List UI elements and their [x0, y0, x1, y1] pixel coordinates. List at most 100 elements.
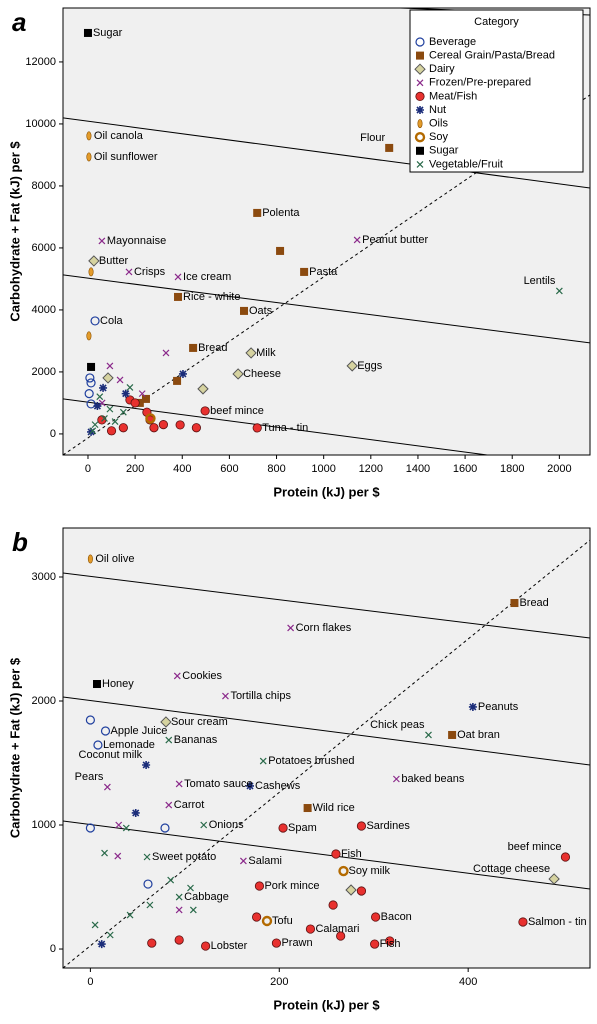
point-label: Fish	[341, 848, 362, 860]
point-label: Cabbage	[184, 891, 229, 903]
point-label: Apple Juice	[111, 725, 168, 737]
legend-marker	[416, 79, 424, 87]
point	[138, 390, 146, 398]
point-label: Bread	[198, 342, 227, 354]
point-label: Fish	[380, 938, 401, 950]
point-label: Honey	[102, 678, 134, 690]
point	[560, 852, 571, 862]
point	[86, 152, 92, 162]
point-label: beef mince	[210, 405, 264, 417]
legend-marker	[417, 119, 423, 129]
point	[143, 853, 151, 861]
point-label: Sugar	[93, 27, 123, 39]
point	[102, 372, 114, 384]
y-tick-label: 8000	[32, 180, 56, 192]
legend-label: Vegetable/Fruit	[429, 158, 503, 170]
point-label: Flour	[360, 132, 385, 144]
point	[158, 420, 169, 430]
point-label: beef mince	[508, 841, 562, 853]
y-tick-label: 0	[50, 428, 56, 440]
point-label: Cottage cheese	[473, 863, 550, 875]
point	[200, 821, 208, 829]
legend-label: Nut	[429, 104, 446, 116]
x-tick-label: 1200	[359, 463, 383, 475]
x-tick-label: 200	[126, 463, 144, 475]
point	[86, 378, 96, 388]
point-label: Calamari	[315, 923, 359, 935]
point	[336, 931, 346, 941]
point	[149, 423, 159, 433]
point	[385, 143, 394, 152]
point	[106, 931, 114, 939]
legend-title: Category	[474, 16, 519, 28]
legend-marker	[416, 146, 424, 155]
x-tick-label: 2000	[547, 463, 571, 475]
point	[160, 823, 170, 833]
point	[287, 624, 295, 632]
point	[97, 940, 106, 949]
point	[146, 901, 154, 909]
point	[261, 915, 273, 927]
point	[99, 383, 108, 392]
point	[87, 362, 96, 371]
point	[98, 399, 106, 407]
point	[510, 599, 519, 608]
point-label: Tuna - tin	[262, 422, 308, 434]
reference-line	[63, 398, 488, 455]
y-tick-label: 6000	[32, 242, 56, 254]
point	[178, 369, 187, 378]
legend-marker	[414, 131, 426, 143]
point	[174, 273, 182, 281]
y-tick-label: 4000	[32, 304, 56, 316]
point	[253, 208, 262, 217]
y-tick-label: 2000	[32, 366, 56, 378]
point	[189, 343, 198, 352]
point	[175, 780, 183, 788]
point-label: Onions	[209, 819, 244, 831]
point-label: Cheese	[243, 368, 281, 380]
panel-label: b	[12, 527, 28, 557]
y-tick-label: 10000	[25, 118, 56, 130]
point-label: Pasta	[309, 266, 338, 278]
legend-marker	[416, 160, 424, 168]
point	[97, 415, 107, 425]
legend-label: Beverage	[429, 36, 476, 48]
point-label: Crisps	[134, 266, 166, 278]
reference-line	[63, 539, 590, 968]
point	[91, 921, 99, 929]
point	[385, 936, 395, 946]
point	[115, 821, 123, 829]
point-label: Oil canola	[94, 130, 144, 142]
y-axis-label: Carbohydrate + Fat (kJ) per $	[7, 657, 22, 838]
point	[331, 849, 341, 859]
point	[338, 865, 349, 877]
point-label: Peanuts	[478, 701, 519, 713]
point	[121, 389, 130, 398]
point-label: Oil olive	[95, 553, 134, 565]
point-label: Sour cream	[171, 716, 228, 728]
point	[371, 912, 381, 922]
legend-marker	[416, 106, 424, 114]
reference-line	[63, 572, 590, 639]
x-tick-label: 1400	[406, 463, 430, 475]
point	[111, 418, 119, 425]
point	[303, 804, 312, 813]
point-label: Ice cream	[183, 271, 231, 283]
point-label: Lentils	[524, 275, 556, 287]
point-label: Carrot	[174, 799, 205, 811]
point	[252, 423, 262, 433]
reference-line	[63, 117, 590, 189]
x-axis-label: Protein (kJ) per $	[273, 484, 380, 499]
point	[259, 757, 267, 765]
point	[87, 554, 93, 564]
point-label: Wild rice	[313, 802, 355, 814]
point	[85, 373, 95, 383]
point	[106, 405, 114, 413]
point	[162, 349, 170, 357]
point	[276, 246, 285, 255]
point	[143, 879, 153, 889]
point	[191, 423, 201, 433]
point-label: Bacon	[381, 911, 412, 923]
point	[125, 268, 133, 276]
